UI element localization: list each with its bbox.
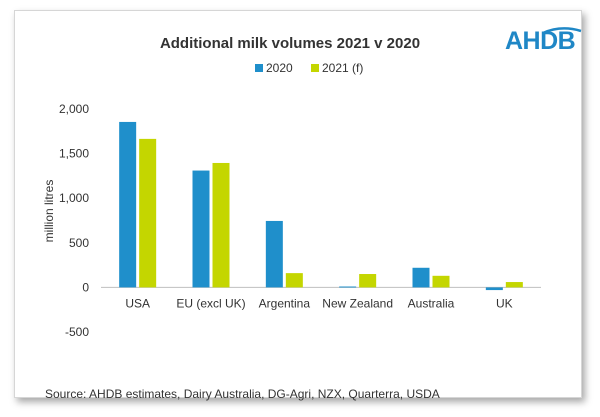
bar-2020-argentina: [265, 220, 283, 288]
bar-2020-new-zealand: [339, 286, 357, 288]
x-tick-label: Argentina: [259, 296, 311, 310]
bar-2021-f--eu-excl-uk-: [212, 162, 230, 288]
ahdb-logo: AHDB: [505, 27, 595, 67]
y-axis-label: million litres: [42, 180, 56, 243]
legend-label: 2020: [266, 61, 293, 75]
bar-2020-usa: [119, 121, 137, 288]
y-tick-label: 2,000: [59, 102, 89, 116]
chart-title: Additional milk volumes 2021 v 2020: [160, 35, 420, 52]
bar-2021-f--uk: [505, 282, 523, 288]
y-tick-label: 500: [69, 236, 89, 250]
bars: [119, 121, 523, 291]
bar-2021-f--new-zealand: [359, 274, 377, 288]
bar-2021-f--australia: [432, 275, 450, 288]
bar-2020-eu-excl-uk-: [192, 170, 210, 288]
bar-2021-f--argentina: [285, 273, 303, 288]
x-tick-label: EU (excl UK): [176, 296, 245, 310]
bar-2021-f--usa: [139, 138, 157, 288]
bar-2020-uk: [485, 287, 503, 291]
x-axis: USA EU (excl UK) Argentina New Zealand Austr…: [125, 296, 512, 310]
logo-text: AHDB: [505, 27, 576, 55]
bar-2020-australia: [412, 267, 430, 288]
legend-swatch: [311, 64, 319, 72]
y-axis: 2,000 1,500 1,000 500 0 -500: [59, 102, 89, 339]
y-tick-label: -500: [65, 325, 89, 339]
legend: 2020 2021 (f): [255, 61, 363, 75]
y-tick-label: 1,500: [59, 147, 89, 161]
legend-label: 2021 (f): [322, 61, 363, 75]
y-tick-label: 1,000: [59, 191, 89, 205]
legend-swatch: [255, 64, 263, 72]
chart-card: Additional milk volumes 2021 v 2020 2020…: [14, 10, 582, 401]
x-tick-label: New Zealand: [322, 296, 393, 310]
logo-swoosh-icon: [542, 27, 582, 35]
source-note: Source: AHDB estimates, Dairy Australia,…: [45, 387, 440, 401]
x-tick-label: USA: [125, 296, 150, 310]
x-tick-label: Australia: [408, 296, 455, 310]
x-tick-label: UK: [496, 296, 513, 310]
y-tick-label: 0: [82, 280, 89, 294]
bar-chart: Additional milk volumes 2021 v 2020 2020…: [42, 35, 541, 339]
